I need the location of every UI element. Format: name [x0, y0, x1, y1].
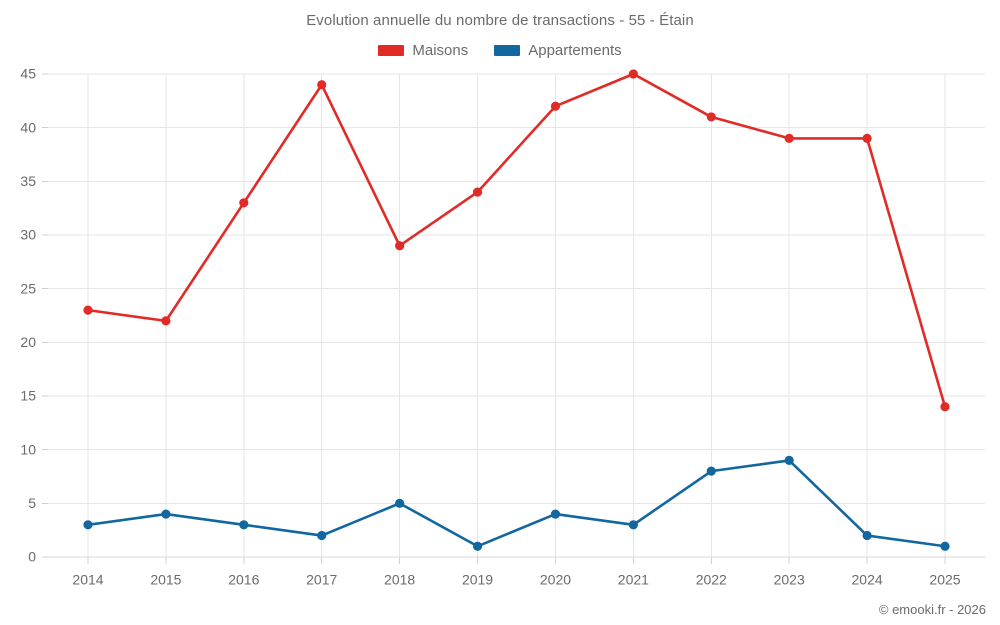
- series-line-maisons: [86, 72, 947, 409]
- datapoint-maisons-2023[interactable]: 2023 — Maisons : 39: [784, 133, 794, 143]
- x-tick-label: 2023: [774, 571, 805, 587]
- datapoint-maisons-2022[interactable]: 2022 — Maisons : 41: [706, 112, 716, 122]
- datapoint-maisons-2014[interactable]: 2014 — Maisons : 23: [83, 305, 93, 315]
- y-tick-label: 10: [20, 441, 36, 457]
- datapoint-maisons-2025[interactable]: 2025 — Maisons : 14: [940, 402, 950, 412]
- datapoint-appartements-2023[interactable]: 2023 — Appartements : 9: [784, 455, 794, 465]
- chart-legend: Maisons Appartements: [0, 42, 1000, 59]
- y-tick-label: 5: [28, 495, 36, 511]
- datapoint-maisons-2017[interactable]: 2017 — Maisons : 44: [317, 80, 327, 90]
- x-tick-label: 2018: [384, 571, 415, 587]
- grid-lines: 0 5 10 15 20 25 30 35 40 45: [20, 66, 985, 565]
- series-appartements: 2014 — Appartements : 3 2015 — Appartemen…: [83, 455, 950, 551]
- y-tick-label: 20: [20, 334, 36, 350]
- datapoint-maisons-2024[interactable]: 2024 — Maisons : 39: [862, 133, 872, 143]
- legend-swatch-maisons: [378, 45, 405, 56]
- series-line-appartements: [86, 459, 947, 548]
- datapoint-appartements-2024[interactable]: 2024 — Appartements : 2: [862, 530, 872, 541]
- legend-label-appartements: Appartements: [528, 42, 622, 59]
- y-tick-label: 25: [20, 280, 36, 296]
- y-tick-label: 40: [20, 119, 36, 135]
- x-tick-label: 2016: [228, 571, 259, 587]
- datapoint-appartements-2017[interactable]: 2017 — Appartements : 2: [317, 530, 327, 541]
- x-axis: 2014 2015 2016 2017 2018 2019 2020 2021 2022 2023…: [72, 74, 961, 587]
- legend-swatch-appartements: [494, 45, 521, 56]
- datapoint-appartements-2018[interactable]: 2018 — Appartements : 5: [395, 498, 405, 508]
- series-maisons: 2014 — Maisons : 23 2015 — Maisons : 22 20…: [83, 69, 950, 412]
- datapoint-maisons-2018[interactable]: 2018 — Maisons : 29: [395, 241, 405, 251]
- datapoint-appartements-2020[interactable]: 2020 — Appartements : 4: [550, 509, 561, 519]
- y-tick-label: 45: [20, 66, 36, 82]
- legend-item-appartements[interactable]: Appartements: [494, 42, 622, 59]
- credit-text: © emooki.fr - 2026: [878, 602, 986, 617]
- legend-item-maisons[interactable]: Maisons: [378, 42, 468, 59]
- x-tick-label: 2025: [929, 571, 960, 587]
- datapoint-maisons-2020[interactable]: 2020 — Maisons : 42: [550, 101, 561, 111]
- y-tick-label: 35: [20, 173, 36, 189]
- datapoint-maisons-2015[interactable]: 2015 — Maisons : 22: [161, 316, 171, 326]
- datapoint-appartements-2022[interactable]: 2022 — Appartements : 8: [706, 466, 716, 476]
- x-tick-label: 2021: [618, 571, 649, 587]
- x-tick-label: 2019: [462, 571, 493, 587]
- x-tick-label: 2014: [72, 571, 103, 587]
- datapoint-appartements-2016[interactable]: 2016 — Appartements : 3: [239, 520, 249, 530]
- datapoint-maisons-2021[interactable]: 2021 — Maisons : 45: [628, 69, 638, 79]
- datapoint-appartements-2019[interactable]: 2019 — Appartements : 1: [472, 541, 483, 551]
- y-tick-label: 15: [20, 388, 36, 404]
- datapoint-appartements-2014[interactable]: 2014 — Appartements : 3: [83, 520, 93, 530]
- datapoint-maisons-2019[interactable]: 2019 — Maisons : 34: [472, 187, 483, 197]
- datapoint-appartements-2021[interactable]: 2021 — Appartements : 3: [628, 520, 638, 530]
- datapoint-appartements-2015[interactable]: 2015 — Appartements : 4: [161, 509, 171, 519]
- legend-label-maisons: Maisons: [412, 42, 469, 59]
- x-tick-label: 2024: [852, 571, 883, 587]
- y-tick-label: 0: [28, 549, 36, 565]
- x-tick-label: 2022: [696, 571, 727, 587]
- chart-title: Evolution annuelle du nombre de transact…: [306, 12, 694, 29]
- x-tick-label: 2015: [150, 571, 181, 587]
- y-tick-label: 30: [20, 227, 36, 243]
- x-tick-label: 2020: [540, 571, 571, 587]
- datapoint-maisons-2016[interactable]: 2016 — Maisons : 33: [239, 198, 249, 208]
- datapoint-appartements-2025[interactable]: 2025 — Appartements : 1: [940, 541, 950, 551]
- x-tick-label: 2017: [306, 571, 337, 587]
